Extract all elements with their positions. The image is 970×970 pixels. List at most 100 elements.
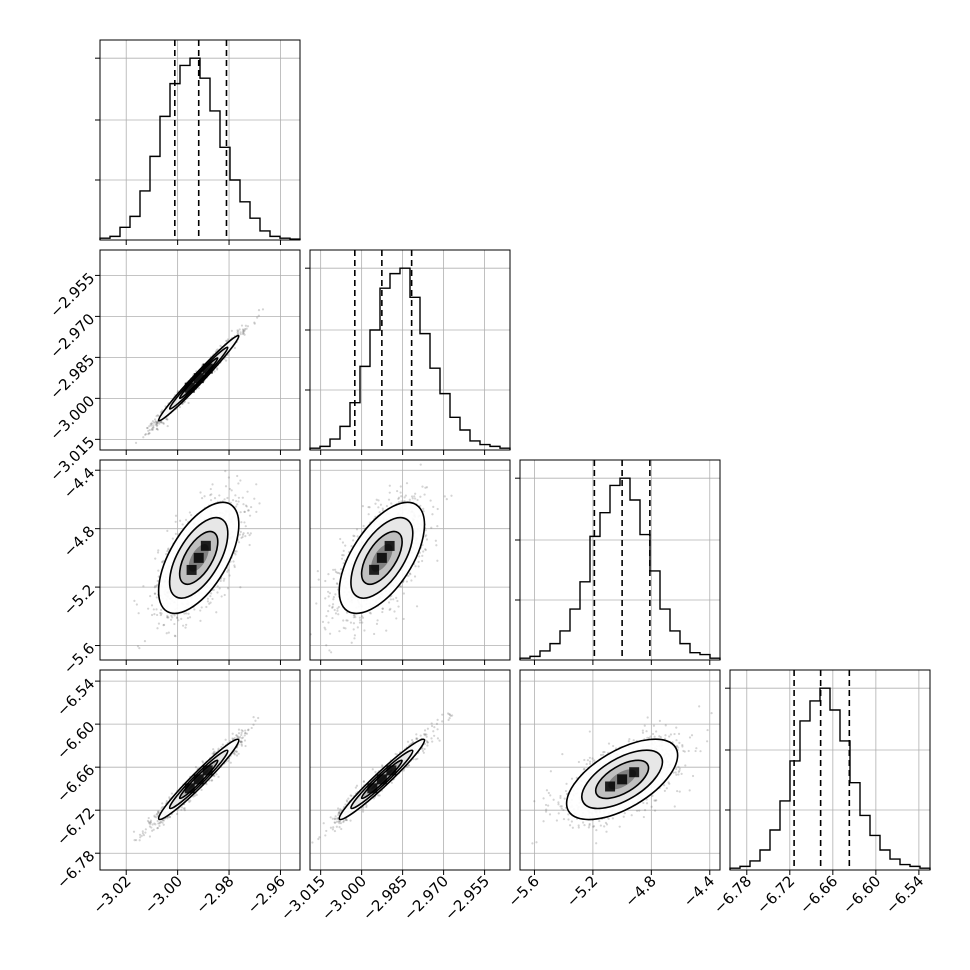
sample-point (216, 585, 219, 588)
sample-point (156, 583, 159, 586)
sample-point (209, 487, 212, 491)
sample-point (232, 560, 235, 563)
sample-point (244, 324, 247, 327)
sample-point (147, 816, 150, 820)
sample-point (239, 741, 242, 744)
sample-point (155, 422, 158, 426)
sample-point (415, 605, 419, 608)
sample-point (341, 541, 345, 544)
sample-point (150, 422, 153, 425)
sample-point (219, 344, 222, 347)
sample-point (171, 616, 174, 619)
sample-point (157, 549, 160, 552)
sample-point (235, 505, 238, 508)
sample-point (352, 539, 355, 542)
histogram-panel-1 (305, 249, 511, 455)
sample-point (156, 414, 159, 417)
sample-point (258, 502, 261, 505)
sample-point (152, 608, 155, 611)
sample-point (336, 607, 339, 610)
sample-point (240, 536, 243, 540)
sample-point (160, 421, 163, 424)
sample-point (197, 387, 200, 390)
sample-point (138, 839, 141, 842)
sample-point (246, 490, 249, 493)
sample-point (331, 616, 334, 620)
sample-point (205, 605, 208, 609)
sample-point (325, 644, 328, 647)
sample-point (136, 645, 140, 648)
sample-point (339, 537, 342, 541)
sample-point (400, 495, 403, 498)
sample-point (183, 612, 186, 615)
sample-point (350, 641, 353, 644)
sample-point (356, 626, 359, 629)
sample-point (408, 498, 411, 501)
sample-point (248, 543, 251, 547)
sample-point (205, 783, 208, 786)
sample-point (167, 631, 170, 634)
sample-point (334, 612, 338, 615)
sample-point (199, 491, 202, 494)
sample-point (388, 484, 391, 487)
density-block (376, 552, 387, 563)
sample-point (157, 569, 160, 572)
sample-point (240, 740, 243, 743)
sample-point (237, 732, 241, 735)
sample-point (156, 810, 160, 814)
sample-point (336, 571, 339, 574)
sample-point (142, 585, 145, 588)
sample-point (209, 493, 212, 497)
sample-point (240, 729, 243, 732)
sample-point (324, 597, 327, 600)
sample-point (151, 420, 154, 423)
sample-point (135, 603, 138, 606)
sample-point (173, 634, 177, 637)
sample-point (210, 493, 213, 496)
sample-point (180, 617, 183, 621)
sample-point (253, 497, 256, 500)
sample-point (338, 572, 342, 575)
sample-point (237, 496, 241, 499)
sample-point (162, 823, 165, 826)
sample-point (135, 839, 138, 842)
sample-point (165, 632, 168, 635)
sample-point (424, 548, 427, 552)
sample-point (216, 591, 219, 594)
sample-point (151, 428, 155, 431)
sample-point (236, 503, 239, 506)
sample-point (226, 587, 230, 590)
sample-point (389, 607, 392, 611)
sample-point (195, 793, 198, 797)
sample-point (223, 498, 226, 501)
sample-point (166, 616, 169, 619)
sample-point (333, 608, 336, 612)
sample-point (246, 325, 250, 328)
sample-point (149, 595, 152, 598)
sample-point (193, 794, 196, 797)
sample-point (349, 621, 353, 624)
sample-point (150, 826, 153, 829)
sample-point (341, 554, 344, 557)
sample-point (139, 836, 142, 839)
sample-point (241, 332, 244, 335)
sample-point (226, 496, 229, 500)
sample-point (330, 651, 333, 654)
sample-point (342, 549, 345, 552)
sample-point (332, 598, 335, 601)
sample-point (162, 421, 165, 425)
sample-point (327, 573, 330, 576)
sample-point (162, 422, 165, 425)
sample-point (390, 502, 393, 505)
sample-point (396, 599, 399, 603)
sample-point (233, 564, 236, 567)
sample-point (244, 535, 247, 538)
histogram-step (99, 57, 301, 240)
sample-point (231, 498, 235, 502)
sample-point (188, 616, 192, 619)
sample-point (425, 538, 429, 541)
sample-point (150, 613, 154, 617)
sample-point (405, 580, 409, 583)
sample-point (150, 428, 153, 431)
sample-point (240, 521, 243, 524)
